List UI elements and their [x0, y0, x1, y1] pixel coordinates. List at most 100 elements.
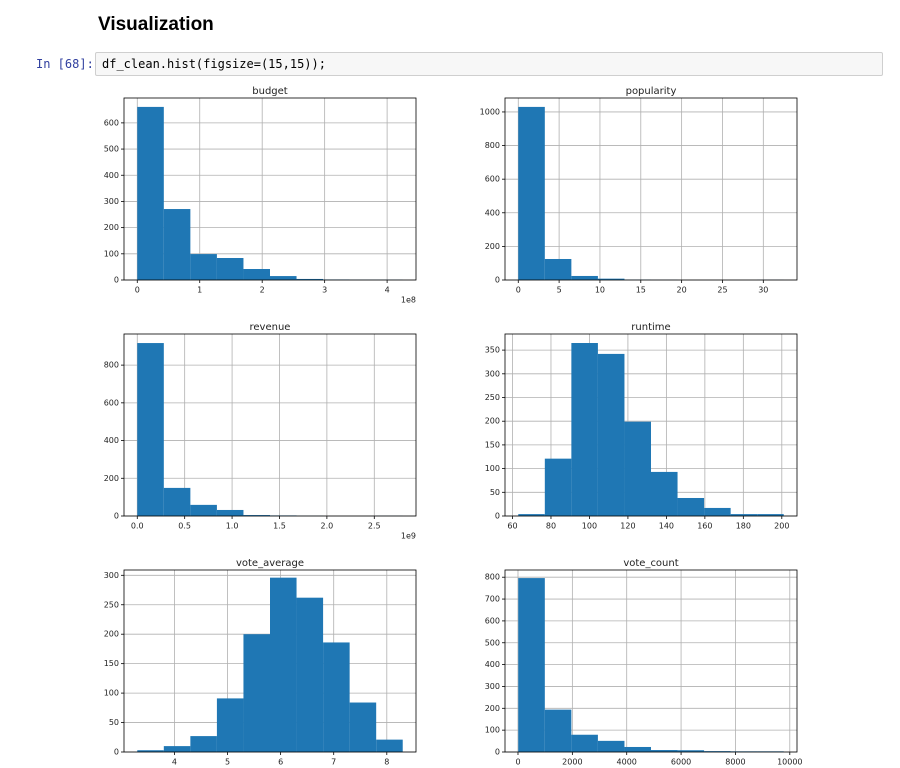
bar — [624, 421, 651, 516]
y-tick-label: 300 — [485, 682, 500, 691]
y-tick-label: 300 — [104, 571, 119, 580]
axes-frame — [504, 97, 798, 281]
x-tick-label: 100 — [582, 522, 597, 531]
y-tick-label: 50 — [490, 488, 500, 497]
y-tick-label: 100 — [485, 726, 500, 735]
y-tick-label: 400 — [485, 208, 500, 217]
x-tick-label: 7 — [331, 758, 336, 767]
x-tick-label: 0.0 — [131, 522, 144, 531]
y-tick-label: 200 — [104, 223, 119, 232]
axes-frame — [123, 333, 417, 517]
bar — [757, 514, 784, 516]
chart-title: revenue — [250, 322, 291, 333]
y-tick-label: 200 — [104, 474, 119, 483]
bar — [190, 736, 217, 752]
y-tick-label: 400 — [485, 660, 500, 669]
x-tick-label: 1.0 — [226, 522, 239, 531]
chart-title: budget — [252, 86, 288, 97]
y-tick-label: 600 — [104, 118, 119, 127]
x-tick-label: 2 — [260, 286, 265, 295]
bar — [704, 751, 731, 752]
x-tick-label: 5 — [557, 286, 562, 295]
bar — [243, 269, 270, 280]
axes-frame — [123, 569, 417, 753]
y-tick-label: 800 — [104, 361, 119, 370]
y-tick-label: 150 — [485, 440, 500, 449]
offset-label: 1e8 — [401, 296, 416, 305]
y-tick-label: 400 — [104, 171, 119, 180]
chart-title: runtime — [631, 322, 670, 333]
y-tick-label: 0 — [495, 512, 500, 521]
bar — [544, 458, 572, 516]
bar — [518, 514, 545, 516]
y-tick-label: 300 — [104, 197, 119, 206]
axes-frame — [123, 97, 417, 281]
bar — [270, 577, 297, 752]
y-tick-label: 600 — [485, 175, 500, 184]
y-tick-label: 0 — [495, 748, 500, 757]
y-tick-label: 700 — [485, 595, 500, 604]
y-tick-label: 0 — [114, 276, 119, 285]
bar — [296, 597, 324, 752]
bar — [243, 634, 270, 752]
x-tick-label: 3 — [322, 286, 327, 295]
x-tick-label: 140 — [659, 522, 674, 531]
x-tick-label: 160 — [697, 522, 712, 531]
y-tick-label: 350 — [485, 346, 500, 355]
x-tick-label: 8 — [384, 758, 389, 767]
bar — [376, 739, 403, 752]
x-tick-label: 0 — [515, 758, 520, 767]
bar — [651, 471, 678, 516]
y-tick-label: 500 — [104, 145, 119, 154]
x-tick-label: 0 — [516, 286, 521, 295]
y-tick-label: 250 — [485, 393, 500, 402]
bar — [163, 487, 191, 516]
bar — [677, 750, 705, 752]
bar — [624, 746, 651, 752]
bar — [137, 343, 164, 516]
x-tick-label: 2000 — [562, 758, 582, 767]
x-tick-label: 0 — [135, 286, 140, 295]
bar — [137, 750, 164, 752]
bar — [571, 734, 598, 752]
y-tick-label: 50 — [109, 718, 119, 727]
y-tick-label: 800 — [485, 141, 500, 150]
bar — [677, 497, 705, 516]
axes-frame — [504, 333, 798, 517]
x-tick-label: 120 — [620, 522, 635, 531]
bar — [216, 698, 244, 752]
bar — [190, 504, 217, 516]
y-tick-label: 100 — [104, 689, 119, 698]
y-tick-label: 150 — [104, 659, 119, 668]
bar — [216, 509, 244, 516]
bar — [518, 578, 545, 752]
bar — [243, 515, 270, 516]
cell-prompt: In [68]: — [36, 57, 94, 71]
y-tick-label: 600 — [104, 398, 119, 407]
code-cell[interactable]: df_clean.hist(figsize=(15,15)); — [95, 52, 883, 76]
y-tick-label: 100 — [485, 464, 500, 473]
chart-title: vote_count — [623, 558, 678, 569]
x-tick-label: 6 — [278, 758, 283, 767]
x-tick-label: 4000 — [617, 758, 637, 767]
x-tick-label: 4 — [172, 758, 177, 767]
plot-area — [505, 98, 797, 280]
y-tick-label: 500 — [485, 638, 500, 647]
y-tick-label: 300 — [485, 369, 500, 378]
y-tick-label: 200 — [104, 630, 119, 639]
bar — [190, 254, 217, 280]
chart-title: vote_average — [236, 558, 304, 569]
y-tick-label: 0 — [495, 276, 500, 285]
x-tick-label: 20 — [677, 286, 687, 295]
y-tick-label: 200 — [485, 704, 500, 713]
y-tick-label: 0 — [114, 748, 119, 757]
x-tick-label: 180 — [736, 522, 751, 531]
chart-title: popularity — [626, 86, 677, 97]
bar — [704, 507, 731, 516]
y-tick-label: 100 — [104, 249, 119, 258]
bar — [544, 709, 572, 752]
bar — [349, 702, 377, 752]
y-tick-label: 200 — [485, 417, 500, 426]
bar — [296, 278, 324, 280]
